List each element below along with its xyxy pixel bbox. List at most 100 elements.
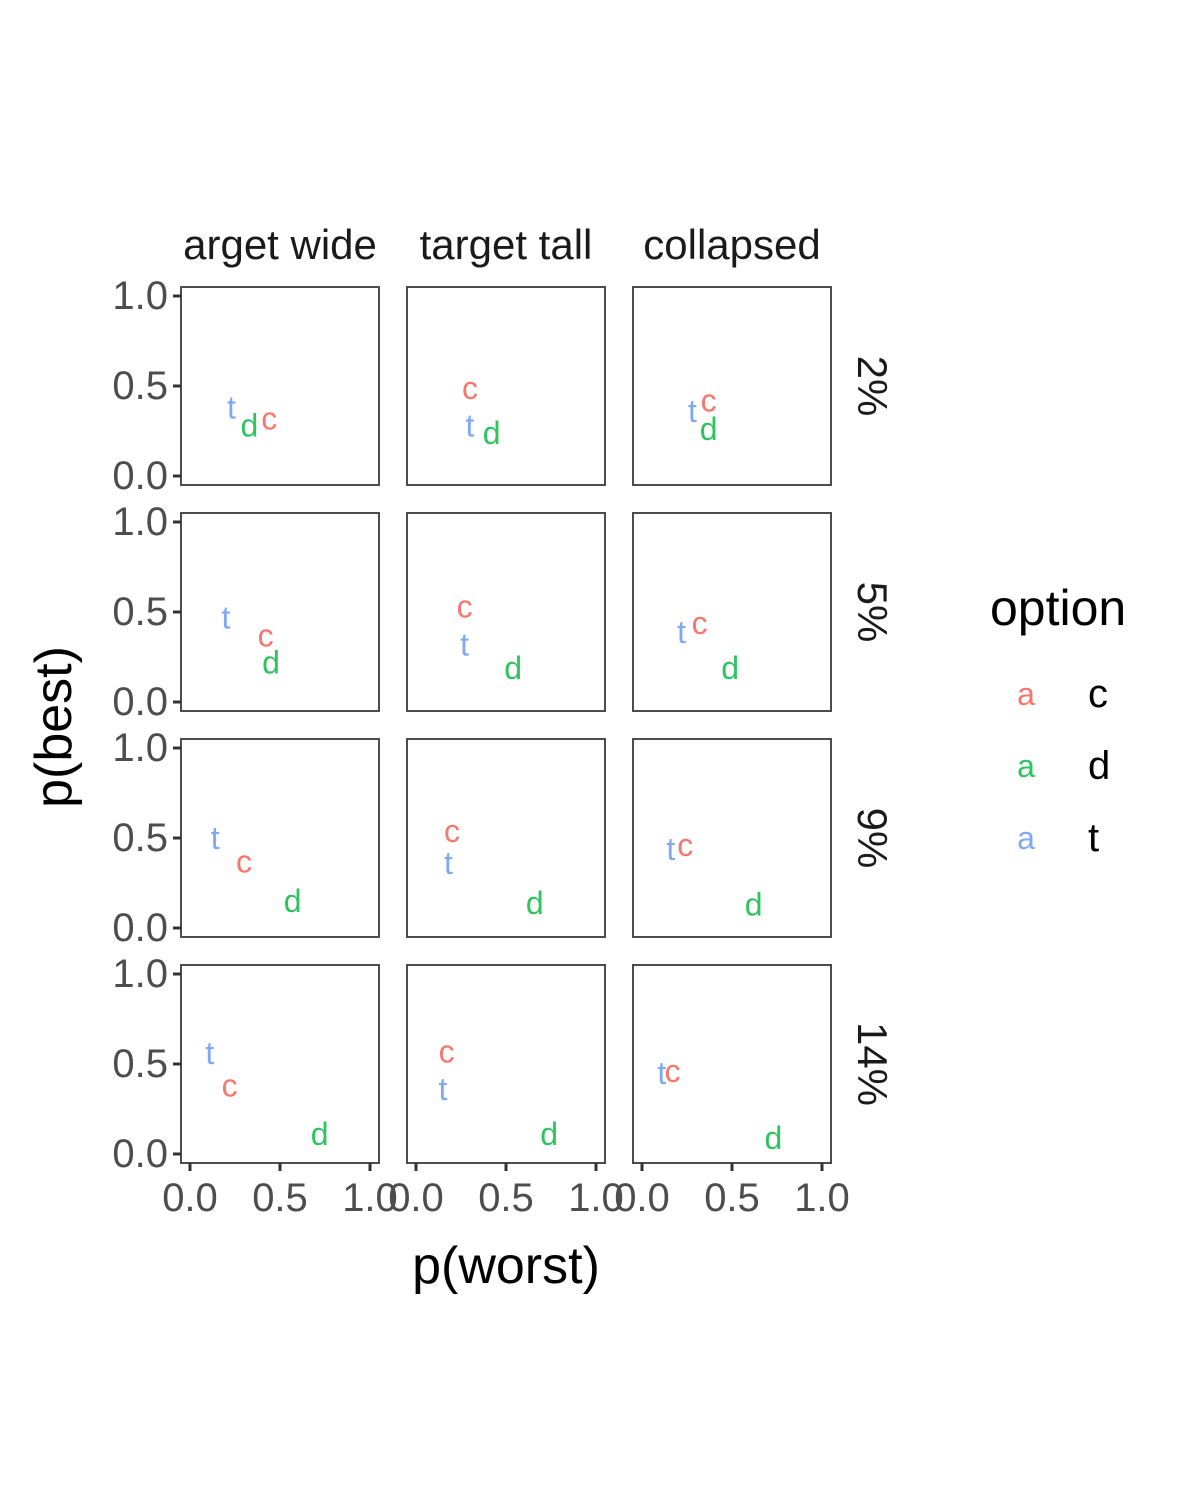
y-tick-label: 0.0 xyxy=(112,680,168,724)
panel-border xyxy=(180,286,380,486)
column-strip-label: collapsed xyxy=(643,221,820,268)
facet-panel: tcd xyxy=(180,964,380,1164)
panel-border xyxy=(632,286,832,486)
legend-label: t xyxy=(1088,816,1099,860)
point-label-d: d xyxy=(262,644,280,680)
x-axis-title: p(worst) xyxy=(412,1237,600,1295)
legend-label: c xyxy=(1088,672,1108,716)
x-tick-label: 0.0 xyxy=(614,1176,670,1220)
panel-border xyxy=(406,964,606,1164)
point-label-d: d xyxy=(504,650,522,686)
point-label-t: t xyxy=(227,390,236,426)
row-strip-label: 14% xyxy=(849,1022,896,1106)
legend-key-glyph: a xyxy=(1017,748,1035,784)
point-label-c: c xyxy=(236,843,252,879)
point-label-c: c xyxy=(462,370,478,406)
y-tick-label: 0.0 xyxy=(112,1132,168,1176)
y-tick-label: 0.0 xyxy=(112,906,168,950)
point-label-t: t xyxy=(444,845,453,881)
panel-border xyxy=(406,286,606,486)
point-label-t: t xyxy=(439,1071,448,1107)
point-label-t: t xyxy=(205,1035,214,1071)
facet-panel: tcd xyxy=(180,738,380,938)
facet-panel: ct d xyxy=(406,964,606,1164)
point-label-d: d xyxy=(745,887,763,923)
x-tick-label: 1.0 xyxy=(568,1176,624,1220)
x-tick-label: 0.0 xyxy=(162,1176,218,1220)
panel-border xyxy=(632,512,832,712)
point-label-c: c xyxy=(701,382,717,418)
point-label-t: t xyxy=(211,820,220,856)
point-label-d: d xyxy=(765,1120,783,1156)
row-strip-label: 9% xyxy=(849,808,896,869)
y-tick-label: 0.5 xyxy=(112,364,168,408)
y-tick-label: 0.5 xyxy=(112,590,168,634)
point-label-d: d xyxy=(540,1116,558,1152)
x-tick-label: 1.0 xyxy=(794,1176,850,1220)
point-label-d: d xyxy=(284,883,302,919)
point-label-c: c xyxy=(439,1033,455,1069)
column-strip-labels: arget wide target tall collapsed xyxy=(183,221,821,268)
x-tick-label: 0.0 xyxy=(388,1176,444,1220)
point-label-d: d xyxy=(483,415,501,451)
point-label-t: t xyxy=(466,408,475,444)
legend-entries: a ca da t xyxy=(1017,672,1110,860)
facet-panel: ct d xyxy=(406,738,606,938)
column-strip-label: target tall xyxy=(420,221,593,268)
point-label-t: t xyxy=(460,626,469,662)
point-label-c: c xyxy=(258,617,274,653)
point-label-c: c xyxy=(222,1068,238,1104)
point-label-c: c xyxy=(692,605,708,641)
panel-border xyxy=(406,738,606,938)
point-label-t: t xyxy=(677,614,686,650)
y-tick-label: 1.0 xyxy=(112,274,168,318)
point-label-t: t xyxy=(222,599,231,635)
y-tick-label: 0.5 xyxy=(112,816,168,860)
point-label-t: t xyxy=(688,393,697,429)
x-axis: 0.0 0.5 1.00.0 0.5 1.00.0 0.5 1.0 xyxy=(162,1163,850,1220)
legend-label: d xyxy=(1088,744,1110,788)
point-label-d: d xyxy=(526,885,544,921)
facet-panel: ctd xyxy=(406,512,606,712)
column-strip-label: arget wide xyxy=(183,221,377,268)
legend-key-glyph: a xyxy=(1017,820,1035,856)
x-tick-label: 1.0 xyxy=(342,1176,398,1220)
point-label-d: d xyxy=(241,408,259,444)
legend: option a ca da t xyxy=(990,580,1126,860)
y-tick-label: 1.0 xyxy=(112,500,168,544)
point-label-c: c xyxy=(665,1053,681,1089)
legend-key-glyph: a xyxy=(1017,676,1035,712)
y-tick-label: 1.0 xyxy=(112,726,168,770)
point-label-c: c xyxy=(677,827,693,863)
x-tick-label: 0.5 xyxy=(252,1176,308,1220)
point-label-c: c xyxy=(444,813,460,849)
point-label-c: c xyxy=(261,400,277,436)
y-tick-label: 1.0 xyxy=(112,952,168,996)
x-tick-label: 0.5 xyxy=(478,1176,534,1220)
y-tick-label: 0.5 xyxy=(112,1042,168,1086)
panel-border xyxy=(406,512,606,712)
point-label-d: d xyxy=(721,650,739,686)
row-strip-label: 2% xyxy=(849,356,896,417)
point-label-t: t xyxy=(657,1055,666,1091)
facet-panel: tc d xyxy=(632,964,832,1164)
y-axis: 0.00.51.00.00.51.00.00.51.00.00.51.0 xyxy=(112,274,181,1176)
y-tick-label: 0.0 xyxy=(112,454,168,498)
x-tick-label: 0.5 xyxy=(704,1176,760,1220)
y-axis-title: p(best) xyxy=(25,646,83,808)
point-label-t: t xyxy=(666,831,675,867)
row-strip-labels: 2% 5% 9% 14% xyxy=(849,356,896,1106)
legend-title: option xyxy=(990,580,1126,636)
point-label-d: d xyxy=(700,411,718,447)
